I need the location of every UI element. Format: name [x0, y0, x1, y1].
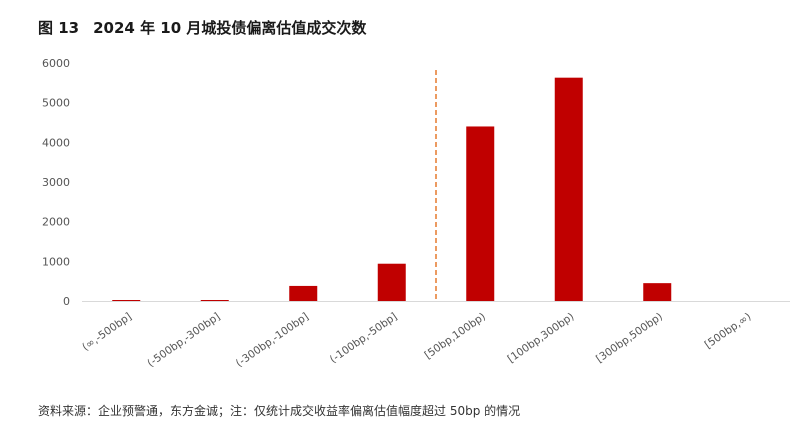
bar	[112, 300, 141, 301]
x-tick-label: [50bp,100bp)	[422, 311, 488, 362]
bar	[377, 263, 406, 301]
y-tick-label: 4000	[42, 136, 70, 149]
x-tick-label: [100bp,300bp)	[505, 311, 576, 366]
x-tick-label: (∞,-500bp]	[80, 311, 134, 354]
y-axis-ticks: 0 1000 2000 3000 4000 5000 6000	[42, 57, 70, 308]
y-tick-label: 3000	[42, 176, 70, 189]
x-tick-label: [300bp,500bp)	[594, 311, 665, 366]
chart-title: 图 13 2024 年 10 月城投债偏离估值成交次数	[38, 17, 366, 38]
source-note: 资料来源：企业预警通，东方金诚；注：仅统计成交收益率偏离估值幅度超过 50bp …	[38, 404, 521, 418]
x-tick-label: (-100bp,-50bp]	[328, 311, 400, 366]
bar	[200, 300, 229, 301]
bar	[466, 126, 495, 301]
y-tick-label: 1000	[42, 255, 70, 268]
y-tick-label: 2000	[42, 216, 70, 229]
x-tick-label: (-300bp,-100bp]	[234, 311, 311, 370]
x-tick-label: [500bp,∞)	[703, 311, 754, 352]
x-tick-label: (-500bp,-300bp]	[145, 311, 222, 370]
y-tick-label: 5000	[42, 97, 70, 110]
bar	[643, 283, 672, 301]
y-tick-label: 0	[63, 295, 70, 308]
y-tick-label: 6000	[42, 57, 70, 70]
figure-title: 2024 年 10 月城投债偏离估值成交次数	[93, 19, 367, 37]
bar	[289, 285, 318, 301]
bar	[554, 77, 583, 301]
x-axis-ticks: (∞,-500bp] (-500bp,-300bp] (-300bp,-100bp]…	[80, 311, 753, 370]
figure-number: 图 13	[38, 19, 80, 37]
bars	[112, 77, 672, 301]
